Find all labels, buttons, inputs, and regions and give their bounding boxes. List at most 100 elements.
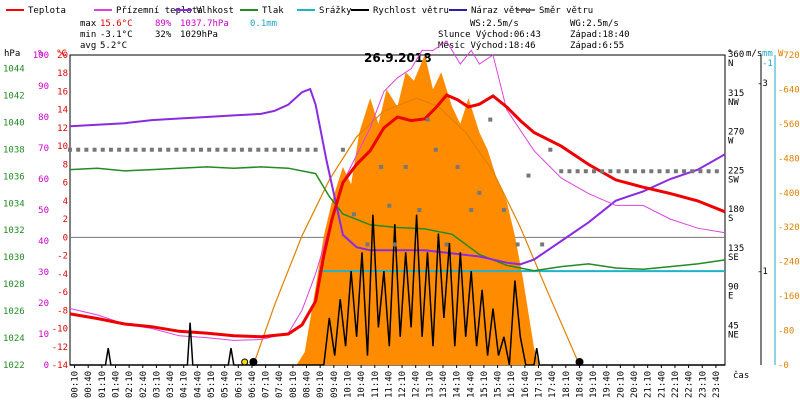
wind-direction-point bbox=[379, 164, 384, 169]
solar-tick-label: -240 bbox=[778, 258, 800, 268]
info-block: WS:2.5m/s WG:2.5m/s Slunce Východ:06:43 … bbox=[438, 19, 630, 51]
solar-tick-label: -480 bbox=[778, 154, 800, 164]
time-tick-label: 00:10 bbox=[71, 371, 81, 398]
time-tick-label: 02:10 bbox=[125, 371, 135, 398]
temperature-tick-label: -10 bbox=[52, 325, 68, 335]
time-tick-label: 16:10 bbox=[507, 371, 517, 398]
time-tick-label: 05:10 bbox=[207, 371, 217, 398]
direction-tick-deg: 360 bbox=[728, 50, 744, 60]
wind-direction-point bbox=[199, 147, 203, 152]
direction-tick-deg: 315 bbox=[728, 89, 744, 99]
solar-tick-label: -560 bbox=[778, 120, 800, 130]
time-tick-label: 17:40 bbox=[548, 371, 558, 398]
chart-title: 26.9.2018 bbox=[364, 51, 432, 65]
wind-direction-point bbox=[387, 203, 392, 208]
humidity-tick-label: 60 bbox=[38, 175, 49, 185]
solar-tick-label: -400 bbox=[778, 189, 800, 199]
time-tick-label: 04:40 bbox=[193, 371, 203, 398]
wind-direction-point bbox=[264, 147, 269, 152]
time-tick-label: 09:10 bbox=[316, 371, 326, 398]
unit-hpa: hPa bbox=[4, 49, 20, 59]
wind-direction-point bbox=[182, 147, 187, 152]
time-tick-label: 19:10 bbox=[589, 371, 599, 398]
temperature-tick-label: 4 bbox=[63, 197, 68, 207]
pressure-tick-label: 1044 bbox=[3, 64, 25, 74]
wind-direction-point bbox=[117, 147, 122, 152]
pressure-tick-label: 1024 bbox=[3, 334, 25, 344]
pressure-line bbox=[69, 166, 726, 272]
time-tick-label: 03:10 bbox=[152, 371, 162, 398]
wind-direction-point bbox=[624, 169, 629, 174]
wind-direction-point bbox=[632, 169, 637, 174]
wind-direction-point bbox=[231, 147, 236, 152]
time-tick-label: 15:10 bbox=[480, 371, 490, 398]
temperature-tick-label: 20 bbox=[57, 51, 68, 61]
wind-direction-point bbox=[477, 190, 482, 195]
wind-direction-point bbox=[488, 117, 493, 122]
wind-direction-point bbox=[425, 117, 430, 122]
wind-direction-point bbox=[272, 147, 277, 152]
wind-direction-point bbox=[108, 147, 113, 152]
wind-direction-point bbox=[515, 242, 520, 247]
pressure-tick-label: 1042 bbox=[3, 91, 25, 101]
time-tick-label: 08:40 bbox=[303, 371, 313, 398]
wind-direction-point bbox=[149, 147, 154, 152]
time-tick-label: 10:40 bbox=[357, 371, 367, 398]
wind-direction-point bbox=[540, 242, 545, 247]
pressure-tick-label: 1040 bbox=[3, 118, 25, 128]
unit-degc: °C bbox=[56, 49, 67, 59]
wind-direction-point bbox=[239, 147, 244, 152]
stat-avg-temp: 5.2°C bbox=[100, 41, 127, 51]
time-tick-label: 07:40 bbox=[275, 371, 285, 398]
wind-direction-point bbox=[649, 169, 654, 174]
solar-tick-label: -160 bbox=[778, 292, 800, 302]
direction-tick-label: NE bbox=[728, 330, 739, 340]
humidity-tick-label: 90 bbox=[38, 82, 49, 92]
direction-tick-deg: 225 bbox=[728, 166, 744, 176]
temperature-tick-label: 14 bbox=[57, 106, 68, 116]
wind-direction-point bbox=[501, 208, 506, 212]
moon-set: Západ:6:55 bbox=[570, 41, 624, 51]
wind-direction-point bbox=[690, 169, 695, 174]
wind-direction-point bbox=[289, 147, 294, 152]
time-tick-label: 15:40 bbox=[494, 371, 504, 398]
time-tick-label: 09:40 bbox=[330, 371, 340, 398]
wind-direction-point bbox=[351, 212, 356, 217]
unit-mm: mm bbox=[762, 49, 773, 59]
wind-direction-point bbox=[575, 169, 580, 174]
pressure-tick-label: 1030 bbox=[3, 253, 25, 263]
moon-rise: Měsíc Východ:18:46 bbox=[438, 41, 536, 51]
wind-direction-point bbox=[698, 169, 703, 174]
legend-label: Náraz větru bbox=[471, 6, 531, 16]
sun-set: Západ:18:40 bbox=[570, 30, 630, 40]
pressure-tick-label: 1034 bbox=[3, 199, 25, 209]
humidity-tick-label: 10 bbox=[38, 330, 49, 340]
wind-direction-point bbox=[455, 164, 460, 169]
direction-tick-deg: 135 bbox=[728, 244, 744, 254]
temperature-tick-label: 0 bbox=[63, 233, 68, 243]
legend-label: Srážky bbox=[319, 6, 352, 16]
wind-direction-point bbox=[559, 169, 564, 174]
time-tick-label: 06:40 bbox=[248, 371, 258, 398]
stat-min-label: min bbox=[80, 30, 96, 40]
time-tick-label: 07:10 bbox=[262, 371, 272, 398]
wind-direction-point bbox=[280, 147, 285, 152]
solar-tick-label: -640 bbox=[778, 85, 800, 95]
direction-tick-label: E bbox=[728, 292, 733, 302]
time-tick-label: 22:40 bbox=[685, 371, 695, 398]
time-tick-label: 13:40 bbox=[439, 371, 449, 398]
temperature-tick-label: -6 bbox=[57, 288, 68, 298]
solar-tick-label: -80 bbox=[778, 327, 794, 337]
temperature-tick-label: -2 bbox=[57, 252, 68, 262]
wind-direction-point bbox=[141, 147, 146, 152]
wind-direction-point bbox=[592, 169, 596, 174]
time-tick-label: 23:10 bbox=[698, 371, 708, 398]
pressure-tick-label: 1032 bbox=[3, 226, 25, 236]
stat-max-rain: 0.1mm bbox=[250, 19, 277, 29]
temperature-line bbox=[69, 93, 726, 339]
legend-label: Rychlost větru bbox=[373, 6, 449, 16]
temperature-tick-label: 12 bbox=[57, 124, 68, 134]
humidity-line bbox=[69, 87, 726, 266]
humidity-tick-label: 100 bbox=[33, 51, 49, 61]
humidity-tick-label: 70 bbox=[38, 144, 49, 154]
